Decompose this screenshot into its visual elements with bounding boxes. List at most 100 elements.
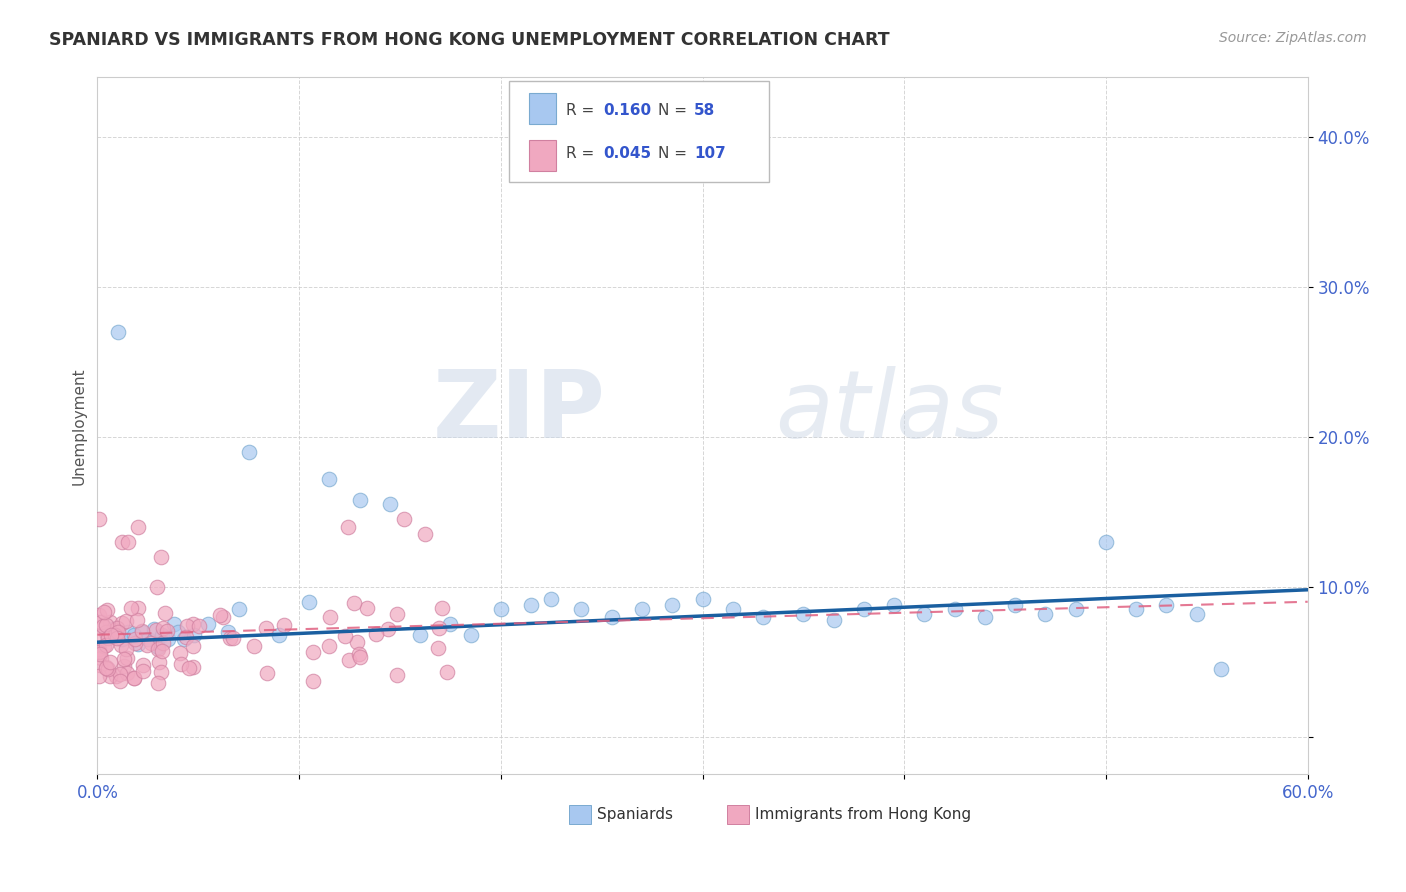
Point <box>94 618 117 632</box>
Point <box>127 637 149 651</box>
Point <box>98 669 121 683</box>
Point <box>183 616 205 631</box>
Point <box>1209 662 1232 676</box>
Point <box>1156 598 1178 612</box>
Point <box>112 652 135 666</box>
Point <box>439 617 461 632</box>
Point <box>110 673 132 688</box>
Point <box>107 325 129 339</box>
Point <box>146 580 169 594</box>
Point <box>90 615 112 630</box>
Point <box>111 534 134 549</box>
Bar <box>530 139 555 171</box>
Point <box>136 639 159 653</box>
Point <box>89 645 111 659</box>
Point <box>120 601 142 615</box>
Point <box>377 622 399 636</box>
Point <box>94 661 117 675</box>
Point <box>146 676 169 690</box>
Bar <box>569 805 591 824</box>
Text: 58: 58 <box>695 103 716 119</box>
Point <box>96 659 118 673</box>
Point <box>752 609 775 624</box>
Point <box>1125 602 1147 616</box>
Point <box>183 628 205 642</box>
Point <box>122 628 145 642</box>
Point <box>409 628 432 642</box>
Point <box>115 665 138 680</box>
Point <box>105 621 128 635</box>
Point <box>110 638 132 652</box>
Point <box>89 642 111 657</box>
Point <box>167 624 190 639</box>
Point <box>142 622 165 636</box>
Point <box>343 596 366 610</box>
Point <box>115 614 138 628</box>
Point <box>378 497 401 511</box>
Point <box>110 632 132 647</box>
Point <box>107 625 129 640</box>
Point <box>335 629 357 643</box>
Point <box>117 534 139 549</box>
Point <box>1095 534 1118 549</box>
Text: N =: N = <box>658 146 686 161</box>
Point <box>228 602 250 616</box>
Point <box>1064 602 1087 616</box>
Point <box>117 624 139 639</box>
Point <box>347 648 370 662</box>
Point <box>302 645 325 659</box>
Point <box>96 628 118 642</box>
Point <box>98 655 121 669</box>
Point <box>94 639 117 653</box>
Point <box>97 631 120 645</box>
Point <box>100 628 122 642</box>
Point <box>150 665 173 679</box>
Text: 0.045: 0.045 <box>603 146 651 161</box>
Point <box>124 672 146 686</box>
Point <box>96 602 118 616</box>
Point <box>169 646 191 660</box>
Point <box>89 512 111 526</box>
Point <box>385 607 408 622</box>
Point <box>974 609 997 624</box>
Point <box>97 662 120 676</box>
Point <box>385 667 408 681</box>
Point <box>427 621 450 635</box>
Point <box>183 659 205 673</box>
Point <box>181 639 204 653</box>
Point <box>90 650 112 665</box>
Text: R =: R = <box>565 103 593 119</box>
Point <box>912 607 935 621</box>
Point <box>254 621 277 635</box>
Point <box>1004 598 1026 612</box>
Point <box>145 623 167 637</box>
Point <box>179 661 201 675</box>
Point <box>852 602 875 616</box>
Point <box>148 642 170 657</box>
Point <box>217 624 239 639</box>
Point <box>124 636 146 650</box>
Point <box>163 617 186 632</box>
Point <box>104 669 127 683</box>
Point <box>146 640 169 654</box>
Point <box>98 615 121 630</box>
Point <box>155 606 177 620</box>
Bar <box>727 805 748 824</box>
Point <box>631 602 654 616</box>
Point <box>114 641 136 656</box>
Text: 0.160: 0.160 <box>603 103 651 119</box>
Point <box>540 591 562 606</box>
Point <box>93 605 115 619</box>
Point <box>273 617 295 632</box>
Point <box>94 625 117 640</box>
Point <box>111 615 134 630</box>
Point <box>155 624 177 639</box>
Point <box>115 650 138 665</box>
Point <box>127 520 149 534</box>
Point <box>302 673 325 688</box>
Text: Source: ZipAtlas.com: Source: ZipAtlas.com <box>1219 31 1367 45</box>
Point <box>413 527 436 541</box>
Point <box>125 613 148 627</box>
Point <box>211 609 233 624</box>
Point <box>318 472 340 486</box>
